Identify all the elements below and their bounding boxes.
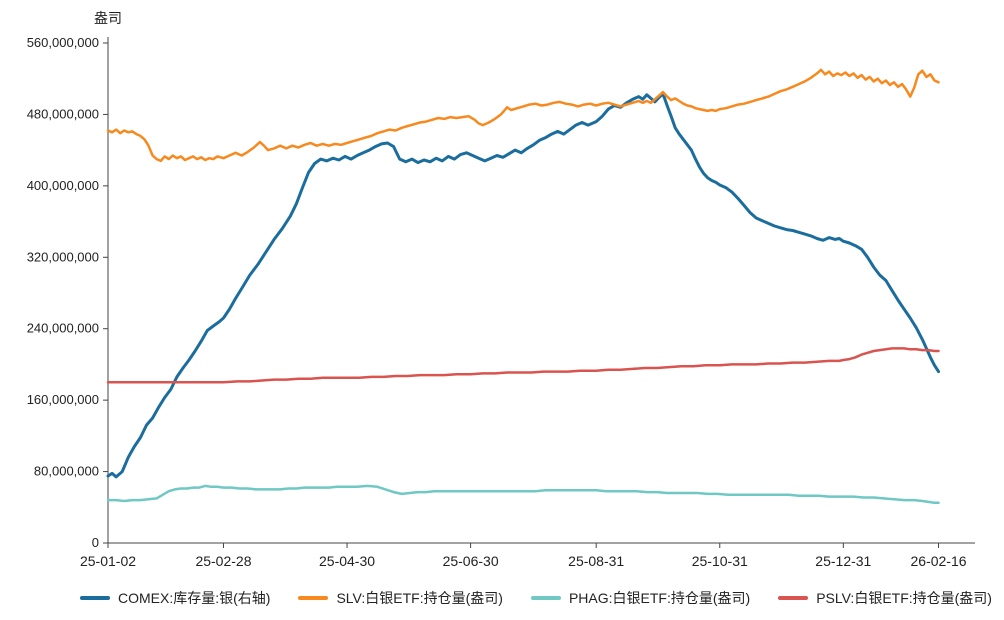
x-tick-label: 25-10-31 [692,553,748,569]
series-line-comex [106,92,940,479]
y-tick-label: 240,000,000 [27,321,99,336]
x-tick-label: 25-12-31 [815,553,871,569]
y-tick-label: 560,000,000 [27,35,99,50]
legend-label: SLV:白银ETF:持仓量(盎司) [336,590,503,606]
chart-svg: 0 80,000,000 160,000,000 240,000,000 320,000… [27,35,975,569]
y-tick-label: 0 [92,535,99,550]
y-axis-unit-label: 盎司 [94,10,122,26]
x-tick-label: 25-06-30 [443,553,499,569]
y-tick-label: 480,000,000 [27,106,99,121]
series-line-phag [106,484,940,505]
comex-line-swatch-icon [80,596,110,600]
legend-item-slv[interactable]: SLV:白银ETF:持仓量(盎司) [298,588,503,608]
y-tick-label: 160,000,000 [27,392,99,407]
slv-line-swatch-icon [298,596,329,600]
legend-label: PHAG:白银ETF:持仓量(盎司) [568,590,751,606]
chart-legend: COMEX:库存量:银(右轴) SLV:白银ETF:持仓量(盎司) PHAG:白银E… [80,588,992,608]
phag-line-swatch-icon [530,596,561,600]
legend-item-pslv[interactable]: PSLV:白银ETF:持仓量(盎司) [778,588,992,608]
y-tick-label: 320,000,000 [27,249,99,264]
x-tick-label: 25-04-30 [319,553,375,569]
legend-item-phag[interactable]: PHAG:白银ETF:持仓量(盎司) [530,588,751,608]
series-line-slv [106,68,940,163]
y-tick-label: 80,000,000 [34,464,99,479]
x-tick-label: 25-01-02 [80,553,136,569]
x-tick-label: 25-02-28 [195,553,251,569]
y-tick-label: 400,000,000 [27,178,99,193]
x-tick-label: 25-08-31 [568,553,624,569]
legend-label: COMEX:库存量:银(右轴) [118,590,271,606]
legend-label: PSLV:白银ETF:持仓量(盎司) [816,590,992,606]
legend-item-comex[interactable]: COMEX:库存量:银(右轴) [80,588,270,608]
x-tick-label: 26-02-16 [911,553,967,569]
series-line-pslv [106,347,940,384]
pslv-line-swatch-icon [778,596,809,600]
